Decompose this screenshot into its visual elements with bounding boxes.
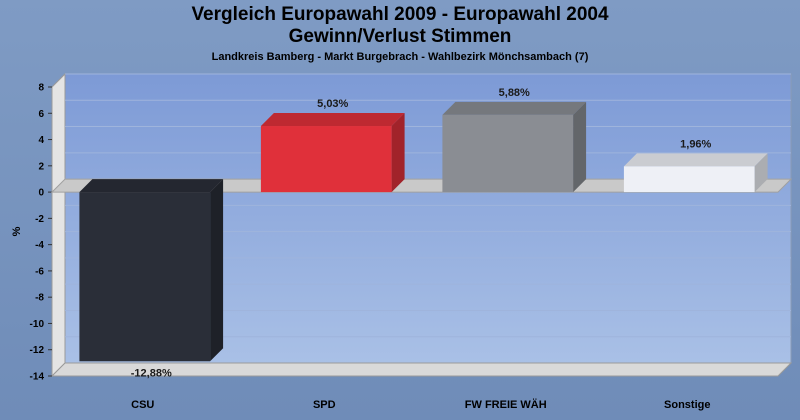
chart-subtitle: Landkreis Bamberg - Markt Burgebrach - W… (211, 51, 589, 63)
bar-top (623, 153, 768, 167)
y-axis-label: % (11, 226, 23, 236)
bar-top (260, 113, 405, 127)
x-category-label: Sonstige (664, 399, 710, 411)
y-tick-label: -8 (35, 293, 44, 304)
bar-top (442, 101, 587, 115)
y-tick-label: 0 (38, 188, 44, 199)
x-category-label: CSU (131, 399, 154, 411)
bar (442, 114, 574, 193)
y-tick-label: -6 (35, 266, 44, 277)
data-label: 5,03% (317, 98, 348, 110)
bar-side (754, 153, 768, 193)
bar-side (573, 101, 587, 193)
bar-side (210, 179, 224, 362)
y-tick-label: -10 (30, 319, 45, 330)
data-label: 1,96% (680, 138, 711, 150)
y-tick-label: -4 (35, 240, 44, 251)
bar (260, 126, 392, 193)
bar (79, 192, 211, 362)
y-tick-label: 6 (38, 109, 44, 120)
y-tick-label: -14 (30, 372, 45, 383)
y-tick-label: 2 (38, 161, 44, 172)
y-tick-label: 8 (38, 83, 44, 94)
plot-side-wall (51, 72, 66, 378)
bar (623, 166, 755, 193)
bar-top (79, 179, 224, 193)
chart-title: Vergleich Europawahl 2009 - Europawahl 2… (191, 4, 609, 25)
data-label: 5,88% (499, 87, 530, 99)
chart-title-2: Gewinn/Verlust Stimmen (288, 26, 512, 47)
y-tick-label: -2 (35, 214, 44, 225)
plot-floor (50, 362, 793, 377)
x-category-label: SPD (313, 399, 336, 411)
y-tick-label: 4 (38, 135, 44, 146)
bar-side (391, 113, 405, 193)
chart-titles: Vergleich Europawahl 2009 - Europawahl 2… (0, 0, 800, 63)
y-tick-label: -12 (30, 345, 45, 356)
data-label: -12,88% (131, 367, 172, 379)
x-category-label: FW FREIE WÄH (465, 398, 547, 411)
